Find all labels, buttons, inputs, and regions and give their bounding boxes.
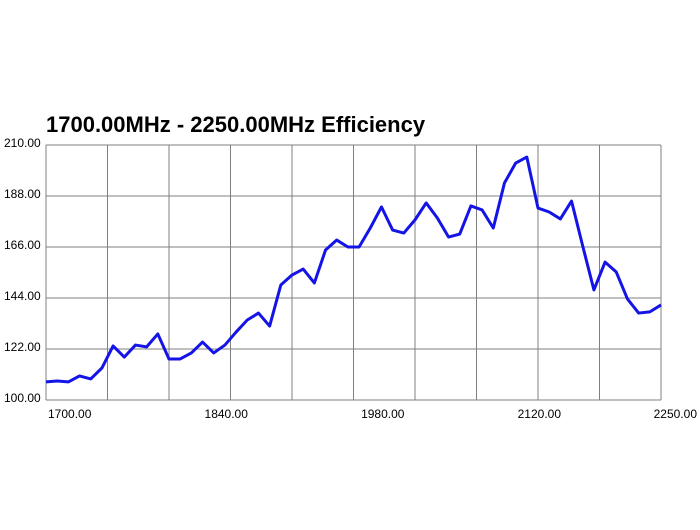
y-tick-label: 144.00 — [4, 289, 41, 303]
x-tick-label: 1980.00 — [361, 407, 405, 421]
data-line — [45, 155, 662, 384]
y-tick-label: 166.00 — [4, 238, 41, 252]
x-tick-label: 1700.00 — [48, 407, 92, 421]
y-tick-label: 122.00 — [4, 340, 41, 354]
y-tick-label: 100.00 — [4, 391, 41, 405]
x-tick-label: 2250.00 — [654, 407, 698, 421]
y-tick-label: 210.00 — [4, 136, 41, 150]
x-tick-label: 1840.00 — [205, 407, 249, 421]
y-tick-label: 188.00 — [4, 187, 41, 201]
chart-title: 1700.00MHz - 2250.00MHz Efficiency — [46, 112, 426, 137]
x-tick-label: 2120.00 — [518, 407, 562, 421]
